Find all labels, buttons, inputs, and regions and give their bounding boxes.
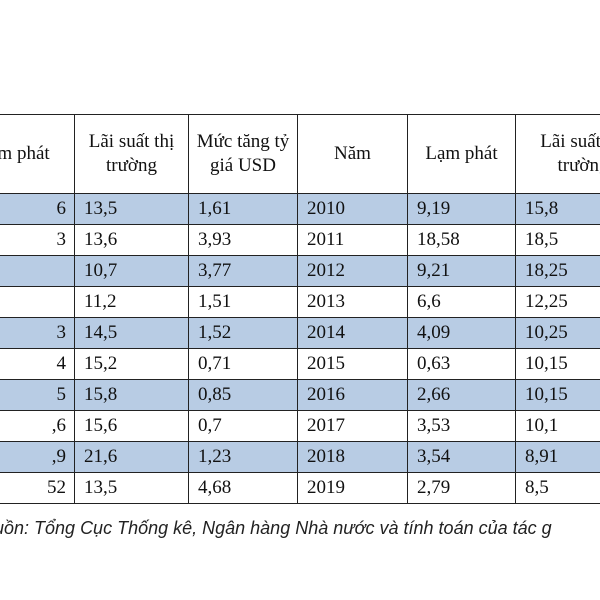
table-cell: 3,54 — [407, 441, 516, 473]
table-row: 3 14,5 1,52 2014 4,09 10,25 — [0, 317, 600, 349]
header-market-rate: Lãi suất thị trường — [74, 114, 189, 194]
table-cell: 1,61 — [188, 193, 298, 225]
header-inflation: ạm phát — [0, 114, 75, 194]
table-cell: 14,5 — [74, 317, 189, 349]
table-cell: 2011 — [297, 224, 408, 256]
table-cell: 18,58 — [407, 224, 516, 256]
table-cell: 4,09 — [407, 317, 516, 349]
table-cell: 9,21 — [407, 255, 516, 287]
table-cell: 10,15 — [515, 348, 600, 380]
table-cell: 15,8 — [515, 193, 600, 225]
header-usd-increase: Mức tăng tỷ giá USD — [188, 114, 298, 194]
table-row: 4 15,2 0,71 2015 0,63 10,15 — [0, 348, 600, 380]
table-cell: 2017 — [297, 410, 408, 442]
table-cell: 8,5 — [515, 472, 600, 504]
table-cell: 2012 — [297, 255, 408, 287]
table-row: ,9 21,6 1,23 2018 3,54 8,91 — [0, 441, 600, 473]
table-cell: 3 — [0, 317, 75, 349]
table-cell: 2016 — [297, 379, 408, 411]
source-caption: uồn: Tổng Cục Thống kê, Ngân hàng Nhà nư… — [0, 518, 552, 538]
table-cell: 2013 — [297, 286, 408, 318]
table-cell: 10,15 — [515, 379, 600, 411]
table-cell: 13,5 — [74, 193, 189, 225]
table-cell: 2019 — [297, 472, 408, 504]
table-cell: 21,6 — [74, 441, 189, 473]
table-row: 3 13,6 3,93 2011 18,58 18,5 — [0, 224, 600, 256]
table-cell: 18,25 — [515, 255, 600, 287]
table-cell: 3,93 — [188, 224, 298, 256]
table-cell: 3 — [0, 224, 75, 256]
table-cell: 2010 — [297, 193, 408, 225]
table-row: 6 13,5 1,61 2010 9,19 15,8 — [0, 193, 600, 225]
table-cell: 18,5 — [515, 224, 600, 256]
table-cell: 1,51 — [188, 286, 298, 318]
table-cell: ,9 — [0, 441, 75, 473]
table-header-row: ạm phát Lãi suất thị trường Mức tăng tỷ … — [0, 114, 600, 194]
table-cell: 11,2 — [74, 286, 189, 318]
table-cell: 6 — [0, 193, 75, 225]
table-cell — [0, 255, 75, 287]
table-cell: 2018 — [297, 441, 408, 473]
table-row: 11,2 1,51 2013 6,6 12,25 — [0, 286, 600, 318]
table-cell: 10,1 — [515, 410, 600, 442]
table-row: 5 15,8 0,85 2016 2,66 10,15 — [0, 379, 600, 411]
table-cell: 3,77 — [188, 255, 298, 287]
table-cell: 12,25 — [515, 286, 600, 318]
table-cell — [0, 286, 75, 318]
table-cell: 1,52 — [188, 317, 298, 349]
table-cell: 4 — [0, 348, 75, 380]
table-cell: 2015 — [297, 348, 408, 380]
table-cell: 5 — [0, 379, 75, 411]
table-cell: 0,71 — [188, 348, 298, 380]
table-cell: 10,7 — [74, 255, 189, 287]
table-cell: 0,63 — [407, 348, 516, 380]
table-cell: 15,6 — [74, 410, 189, 442]
table-cell: 13,6 — [74, 224, 189, 256]
table-cell: 15,8 — [74, 379, 189, 411]
table-cell: 3,53 — [407, 410, 516, 442]
table-cell: 8,91 — [515, 441, 600, 473]
table-cell: 6,6 — [407, 286, 516, 318]
table-row: ,6 15,6 0,7 2017 3,53 10,1 — [0, 410, 600, 442]
table-cell: 0,7 — [188, 410, 298, 442]
table-cell: ,6 — [0, 410, 75, 442]
table-row: 52 13,5 4,68 2019 2,79 8,5 — [0, 472, 600, 504]
header-year: Năm — [297, 114, 408, 194]
table-cell: 15,2 — [74, 348, 189, 380]
header-market-rate-2: Lãi suất thị trường — [515, 114, 600, 194]
table-cell: 52 — [0, 472, 75, 504]
table-cell: 13,5 — [74, 472, 189, 504]
table-cell: 9,19 — [407, 193, 516, 225]
table-cell: 0,85 — [188, 379, 298, 411]
table-cell: 2014 — [297, 317, 408, 349]
table-cell: 10,25 — [515, 317, 600, 349]
table-cell: 2,79 — [407, 472, 516, 504]
table-row: 10,7 3,77 2012 9,21 18,25 — [0, 255, 600, 287]
data-table: ạm phát Lãi suất thị trường Mức tăng tỷ … — [0, 114, 600, 504]
header-inflation-2: Lạm phát — [407, 114, 516, 194]
table-cell: 4,68 — [188, 472, 298, 504]
table-cell: 2,66 — [407, 379, 516, 411]
table-cell: 1,23 — [188, 441, 298, 473]
